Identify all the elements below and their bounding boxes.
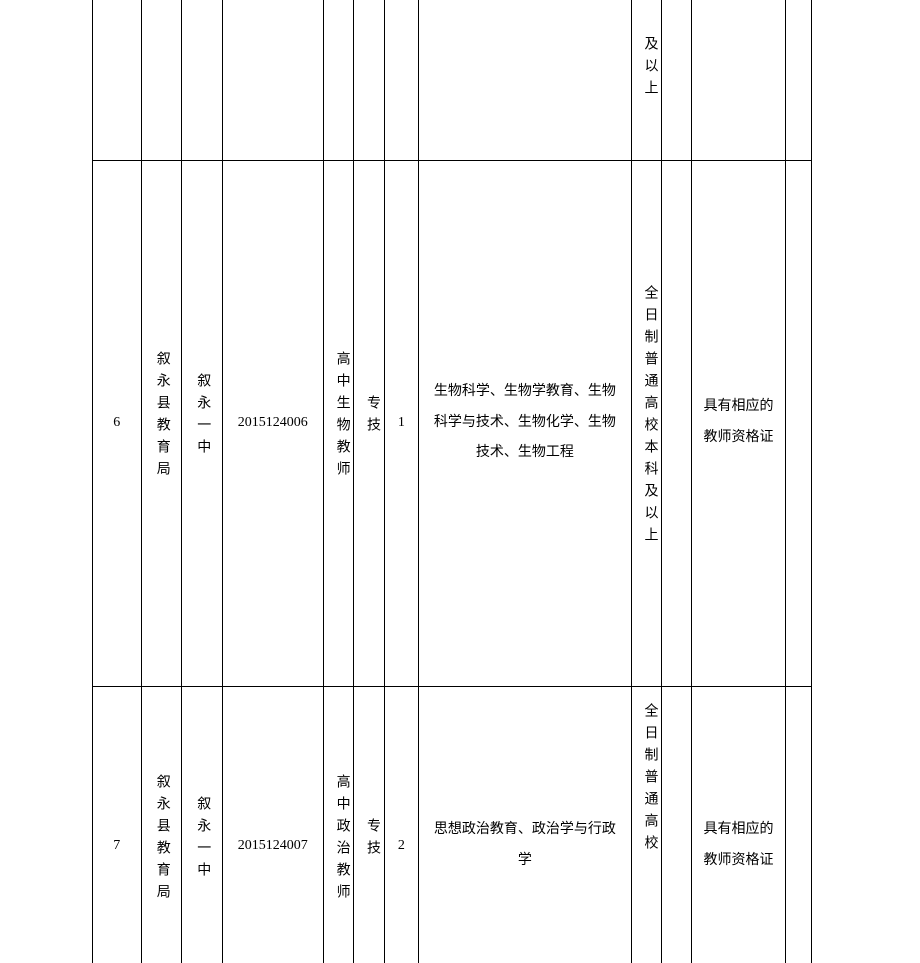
cell-type: 专技 <box>354 160 384 686</box>
cell-index: 6 <box>93 160 142 686</box>
cell-type-text: 专技 <box>356 395 387 439</box>
cell-type <box>354 0 384 160</box>
cell-education: 全日制普通高校 <box>631 686 661 963</box>
cell-department: 叙永县教育局 <box>141 160 182 686</box>
cell-count: 1 <box>384 160 418 686</box>
cell-department-text: 叙永县教育局 <box>146 351 177 483</box>
page-container: 及以上 6 叙永县教育局 叙永一中 2015124006 高中生物教师 专技 1… <box>0 0 920 963</box>
cell-count <box>384 0 418 160</box>
cell-major <box>419 0 632 160</box>
cell-blank1 <box>662 0 692 160</box>
cell-department: 叙永县教育局 <box>141 686 182 963</box>
cell-position: 高中生物教师 <box>323 160 353 686</box>
cell-index: 7 <box>93 686 142 963</box>
cell-department-text: 叙永县教育局 <box>146 774 177 906</box>
cell-unit: 叙永一中 <box>182 686 223 963</box>
cell-major: 思想政治教育、政治学与行政学 <box>419 686 632 963</box>
cell-education: 全日制普通高校本科及以上 <box>631 160 661 686</box>
cell-blank2 <box>785 0 811 160</box>
cell-education: 及以上 <box>631 0 661 160</box>
cell-type-text: 专技 <box>356 818 387 862</box>
cell-unit <box>182 0 223 160</box>
cell-education-text: 全日制普通高校 <box>634 703 665 857</box>
cell-unit: 叙永一中 <box>182 160 223 686</box>
cell-unit-text: 叙永一中 <box>186 796 217 884</box>
cell-position-text: 高中生物教师 <box>326 351 357 483</box>
cell-position-text: 高中政治教师 <box>326 774 357 906</box>
cell-education-text: 全日制普通高校本科及以上 <box>634 285 665 549</box>
cell-requirement: 具有相应的教师资格证 <box>692 160 785 686</box>
table-row: 6 叙永县教育局 叙永一中 2015124006 高中生物教师 专技 1 生物科… <box>93 160 812 686</box>
cell-blank2 <box>785 686 811 963</box>
recruit-table: 及以上 6 叙永县教育局 叙永一中 2015124006 高中生物教师 专技 1… <box>92 0 812 963</box>
cell-unit-text: 叙永一中 <box>186 373 217 461</box>
cell-blank2 <box>785 160 811 686</box>
table-row-partial: 及以上 <box>93 0 812 160</box>
cell-position <box>323 0 353 160</box>
cell-requirement: 具有相应的教师资格证 <box>692 686 785 963</box>
cell-major: 生物科学、生物学教育、生物科学与技术、生物化学、生物技术、生物工程 <box>419 160 632 686</box>
cell-code: 2015124007 <box>222 686 323 963</box>
cell-department <box>141 0 182 160</box>
cell-code <box>222 0 323 160</box>
cell-requirement <box>692 0 785 160</box>
cell-blank1 <box>662 686 692 963</box>
cell-blank1 <box>662 160 692 686</box>
cell-position: 高中政治教师 <box>323 686 353 963</box>
cell-code: 2015124006 <box>222 160 323 686</box>
cell-count: 2 <box>384 686 418 963</box>
cell-type: 专技 <box>354 686 384 963</box>
cell-education-text: 及以上 <box>634 36 665 102</box>
table-row: 7 叙永县教育局 叙永一中 2015124007 高中政治教师 专技 2 思想政… <box>93 686 812 963</box>
cell-index <box>93 0 142 160</box>
